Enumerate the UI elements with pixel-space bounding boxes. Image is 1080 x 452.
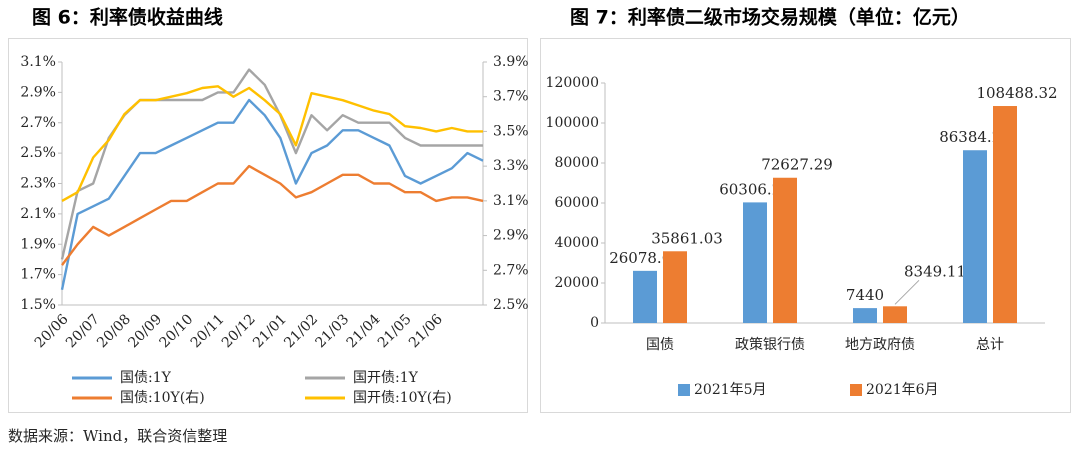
y2-tick-label: 3.7%	[493, 89, 529, 105]
line-series	[60, 98, 484, 291]
bar	[993, 106, 1017, 323]
leader-line	[894, 279, 920, 305]
y2-tick-label: 3.9%	[493, 54, 529, 70]
y-tick-label: 1.5%	[20, 297, 56, 313]
chart-title: 图 7：利率债二级市场交易规模（单位：亿元）	[570, 6, 970, 29]
y2-tick-label: 3.5%	[493, 123, 529, 139]
right-panel	[540, 38, 1071, 413]
data-label: 26078.03	[609, 249, 681, 267]
y-tick-label: 80000	[554, 155, 599, 171]
y-tick-label: 1.7%	[20, 267, 56, 283]
y-tick-label: 2.5%	[20, 145, 56, 161]
x-tick-label: 总计	[976, 337, 1004, 353]
bar	[883, 306, 907, 323]
y-tick-label: 60000	[554, 195, 599, 211]
legend-label: 国债:1Y	[120, 370, 172, 386]
y2-tick-label: 2.9%	[493, 228, 529, 244]
y2-tick-label: 2.5%	[493, 297, 529, 313]
legend-label: 2021年6月	[866, 382, 939, 398]
x-tick-label: 地方政府债	[845, 337, 915, 353]
legend-label: 2021年5月	[694, 382, 767, 398]
legend-swatch	[678, 384, 690, 396]
legend-label: 国债:10Y(右)	[120, 390, 205, 406]
legend-label: 国开债:10Y(右)	[353, 390, 452, 406]
y-tick-label: 1.9%	[20, 236, 56, 252]
y-tick-label: 100000	[546, 115, 599, 131]
y2-tick-label: 3.3%	[493, 158, 529, 174]
y2-tick-label: 2.7%	[493, 262, 529, 278]
data-label: 86384.25	[939, 128, 1011, 146]
chart-title: 图 6：利率债收益曲线	[32, 6, 223, 29]
bar	[633, 270, 657, 323]
left-panel	[8, 38, 528, 413]
y-tick-label: 2.7%	[20, 115, 56, 131]
data-label: 72627.29	[761, 156, 833, 174]
y2-tick-label: 3.1%	[493, 193, 529, 209]
y-tick-label: 3.1%	[20, 54, 56, 70]
line-series	[61, 85, 483, 202]
y-tick-label: 20000	[554, 275, 599, 291]
source-note: 数据来源：Wind，联合资信整理	[8, 427, 227, 445]
bar	[663, 251, 687, 323]
x-tick-label: 政策银行债	[735, 336, 805, 353]
x-tick-label: 国债	[646, 337, 674, 353]
bar	[853, 308, 877, 323]
y-tick-label: 2.3%	[20, 176, 56, 192]
line-series	[61, 164, 484, 266]
y-tick-label: 0	[590, 315, 599, 331]
legend-swatch	[850, 384, 862, 396]
data-label: 7440	[846, 286, 884, 304]
data-label: 60306.22	[719, 180, 791, 198]
data-label: 35861.03	[651, 229, 723, 247]
legend-label: 国开债:1Y	[353, 370, 419, 386]
y-tick-label: 2.1%	[20, 206, 56, 222]
y-tick-label: 40000	[554, 235, 599, 251]
data-label: 108488.32	[976, 84, 1057, 102]
data-label: 8349.11	[904, 262, 966, 280]
bar	[743, 202, 767, 323]
bar	[963, 150, 987, 323]
y-tick-label: 2.9%	[20, 84, 56, 100]
bar	[773, 177, 797, 323]
y-tick-label: 120000	[546, 75, 599, 91]
